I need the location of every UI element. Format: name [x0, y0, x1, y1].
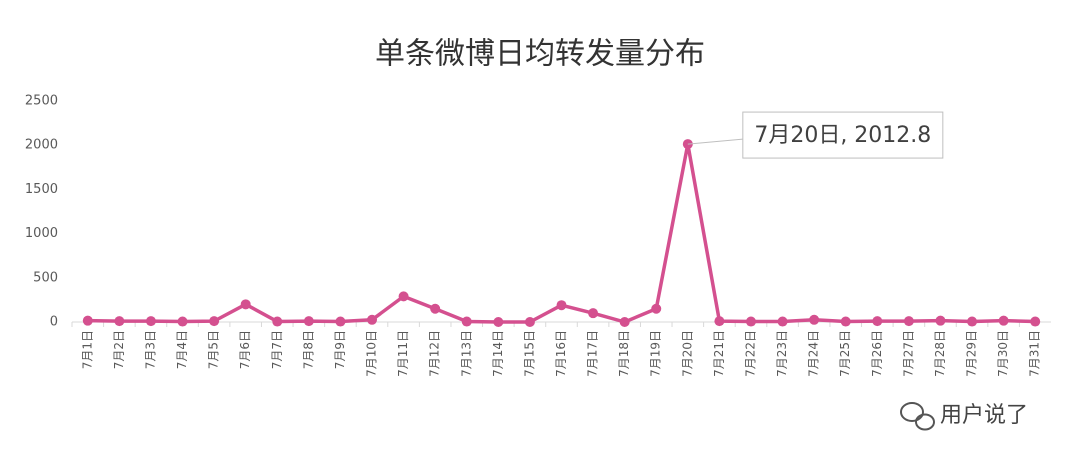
chart-title: 单条微博日均转发量分布 — [375, 37, 705, 72]
x-tick-label: 7月24日 — [807, 330, 821, 377]
x-tick-label: 7月20日 — [680, 330, 694, 377]
x-tick-label: 7月30日 — [996, 330, 1010, 377]
marker — [714, 316, 725, 327]
marker — [619, 317, 630, 327]
marker — [114, 316, 125, 327]
x-tick-label: 7月2日 — [112, 330, 126, 369]
marker — [588, 308, 599, 319]
marker — [145, 316, 156, 327]
marker — [461, 316, 472, 327]
x-tick-label: 7月27日 — [901, 330, 915, 377]
label-leader — [687, 138, 743, 145]
marker — [745, 316, 756, 327]
marker — [935, 315, 946, 326]
marker — [272, 316, 283, 327]
x-tick-label: 7月11日 — [396, 330, 410, 377]
x-tick-label: 7月7日 — [270, 330, 284, 369]
x-tick-label: 7月23日 — [775, 330, 789, 377]
watermark: 用户说了 — [940, 403, 1028, 428]
marker — [777, 316, 788, 327]
y-tick-label: 0 — [50, 315, 58, 330]
marker — [367, 314, 378, 325]
line — [87, 142, 1036, 324]
y-tick-label: 2500 — [25, 94, 58, 109]
x-tick-label: 7月18日 — [617, 330, 631, 377]
marker — [493, 317, 504, 327]
x-tick-label: 7月10日 — [365, 330, 379, 377]
y-tick-label: 1500 — [25, 182, 58, 197]
watermark-icon — [900, 402, 935, 431]
marker — [903, 316, 914, 327]
marker — [967, 316, 978, 327]
marker — [872, 316, 883, 327]
marker — [1030, 316, 1041, 327]
x-tick-label: 7月6日 — [238, 330, 252, 369]
marker — [82, 315, 93, 326]
marker — [240, 299, 251, 310]
marker — [303, 316, 314, 327]
y-tick-label: 1000 — [25, 226, 58, 241]
marker — [177, 316, 188, 327]
y-tick-label: 2000 — [25, 138, 58, 153]
marker — [651, 303, 662, 314]
x-tick-label: 7月22日 — [743, 330, 757, 377]
marker — [335, 316, 346, 327]
x-tick-label: 7月19日 — [649, 330, 663, 377]
label-box — [742, 111, 944, 159]
y-tick-label: 500 — [33, 270, 58, 285]
x-tick-label: 7月29日 — [965, 330, 979, 377]
x-tick-label: 7月8日 — [301, 330, 315, 369]
x-tick-label: 7月3日 — [143, 330, 157, 369]
x-tick-label: 7月1日 — [80, 330, 94, 369]
x-tick-label: 7月13日 — [459, 330, 473, 377]
x-tick-label: 7月15日 — [522, 330, 536, 377]
x-tick-label: 7月5日 — [207, 330, 221, 369]
x-tick-label: 7月21日 — [712, 330, 726, 377]
data-label: 7月20日, 2012.8 — [754, 123, 931, 148]
marker — [524, 317, 535, 327]
marker — [998, 315, 1009, 326]
marker — [398, 291, 409, 302]
x-tick-label: 7月25日 — [838, 330, 852, 377]
x-tick-label: 7月31日 — [1028, 330, 1042, 377]
marker — [840, 316, 851, 327]
x-tick-label: 7月17日 — [586, 330, 600, 377]
x-tick-label: 7月26日 — [870, 330, 884, 377]
marker — [809, 314, 820, 325]
x-tick-label: 7月9日 — [333, 330, 347, 369]
marker — [430, 303, 441, 314]
x-tick-label: 7月16日 — [554, 330, 568, 377]
x-tick-label: 7月14日 — [491, 330, 505, 377]
marker — [556, 300, 567, 311]
x-tick-label: 7月4日 — [175, 330, 189, 369]
marker — [209, 316, 220, 327]
x-tick-label: 7月12日 — [428, 330, 442, 377]
x-tick-label: 7月28日 — [933, 330, 947, 377]
